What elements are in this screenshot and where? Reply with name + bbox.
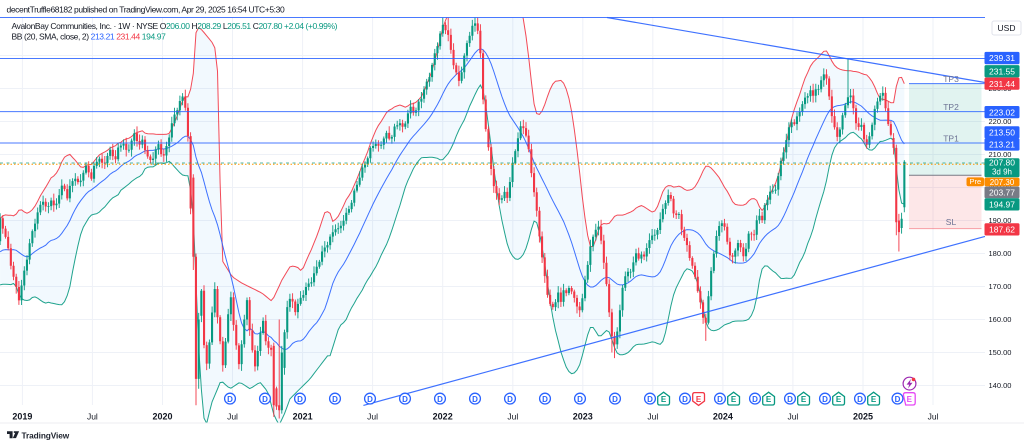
svg-text:207.80: 207.80 (989, 158, 1015, 168)
svg-text:223.02: 223.02 (989, 107, 1015, 117)
svg-text:2021: 2021 (293, 411, 313, 421)
svg-text:E: E (661, 395, 667, 404)
svg-text:Jul: Jul (928, 411, 939, 421)
svg-text:D: D (895, 395, 901, 404)
svg-text:2023: 2023 (573, 411, 593, 421)
svg-text:D: D (542, 395, 548, 404)
svg-text:2022: 2022 (433, 411, 453, 421)
svg-text:D: D (402, 395, 408, 404)
svg-text:D: D (857, 395, 863, 404)
svg-text:SL: SL (946, 217, 957, 227)
svg-text:D: D (367, 395, 373, 404)
svg-text:2025: 2025 (853, 411, 873, 421)
svg-text:213.50: 213.50 (989, 127, 1015, 137)
svg-text:Jul: Jul (647, 411, 658, 421)
svg-text:Jul: Jul (87, 411, 98, 421)
svg-text:decentTruffle68182 published o: decentTruffle68182 published on TradingV… (7, 5, 285, 15)
svg-text:D: D (472, 395, 478, 404)
svg-text:2020: 2020 (152, 411, 172, 421)
svg-text:Jul: Jul (367, 411, 378, 421)
svg-text:231.55: 231.55 (989, 66, 1015, 76)
svg-text:E: E (836, 395, 842, 404)
svg-text:E: E (731, 395, 737, 404)
svg-text:170.00: 170.00 (989, 282, 1012, 291)
svg-text:TP2: TP2 (943, 102, 959, 112)
svg-text:220.00: 220.00 (989, 117, 1012, 126)
svg-text:2019: 2019 (12, 411, 32, 421)
svg-text:3d 9h: 3d 9h (992, 167, 1012, 176)
svg-text:TradingView: TradingView (22, 430, 70, 440)
svg-text:D: D (577, 395, 583, 404)
svg-text:D: D (787, 395, 793, 404)
svg-text:190.00: 190.00 (989, 216, 1012, 225)
svg-text:140.00: 140.00 (989, 381, 1012, 390)
svg-text:Jul: Jul (507, 411, 518, 421)
svg-text:TP1: TP1 (943, 133, 959, 143)
svg-text:E: E (907, 395, 913, 404)
svg-text:213.21: 213.21 (989, 140, 1015, 150)
svg-text:194.97: 194.97 (989, 200, 1015, 210)
svg-text:D: D (262, 395, 268, 404)
svg-text:D: D (822, 395, 828, 404)
svg-text:150.00: 150.00 (989, 348, 1012, 357)
svg-text:2024: 2024 (713, 411, 733, 421)
svg-text:231.44: 231.44 (989, 79, 1015, 89)
svg-text:D: D (682, 395, 688, 404)
svg-text:D: D (647, 395, 653, 404)
svg-text:BB (20, SMA, close, 2) 213.21: BB (20, SMA, close, 2) 213.21 231.44 194… (12, 32, 167, 42)
svg-text:E: E (801, 395, 807, 404)
svg-text:D: D (297, 395, 303, 404)
svg-text:E: E (766, 395, 772, 404)
svg-text:Jul: Jul (787, 411, 798, 421)
svg-text:160.00: 160.00 (989, 315, 1012, 324)
svg-text:D: D (332, 395, 338, 404)
svg-text:180.00: 180.00 (989, 249, 1012, 258)
svg-text:187.62: 187.62 (989, 225, 1015, 235)
svg-text:Jul: Jul (227, 411, 238, 421)
svg-text:TP3: TP3 (943, 74, 959, 84)
svg-text:207.30: 207.30 (990, 178, 1015, 187)
svg-text:E: E (696, 395, 702, 404)
svg-text:D: D (507, 395, 513, 404)
svg-text:E: E (871, 395, 877, 404)
svg-text:Pre: Pre (969, 177, 981, 186)
svg-text:USD: USD (998, 23, 1016, 33)
svg-text:D: D (227, 395, 233, 404)
svg-text:D: D (717, 395, 723, 404)
svg-text:D: D (437, 395, 443, 404)
svg-text:239.31: 239.31 (989, 53, 1015, 63)
svg-text:210.00: 210.00 (989, 150, 1012, 159)
svg-text:203.77: 203.77 (989, 187, 1015, 197)
svg-text:D: D (752, 395, 758, 404)
svg-text:AvalonBay Communities, Inc. ·: AvalonBay Communities, Inc. · 1W · NYSE … (12, 21, 338, 31)
svg-text:D: D (612, 395, 618, 404)
